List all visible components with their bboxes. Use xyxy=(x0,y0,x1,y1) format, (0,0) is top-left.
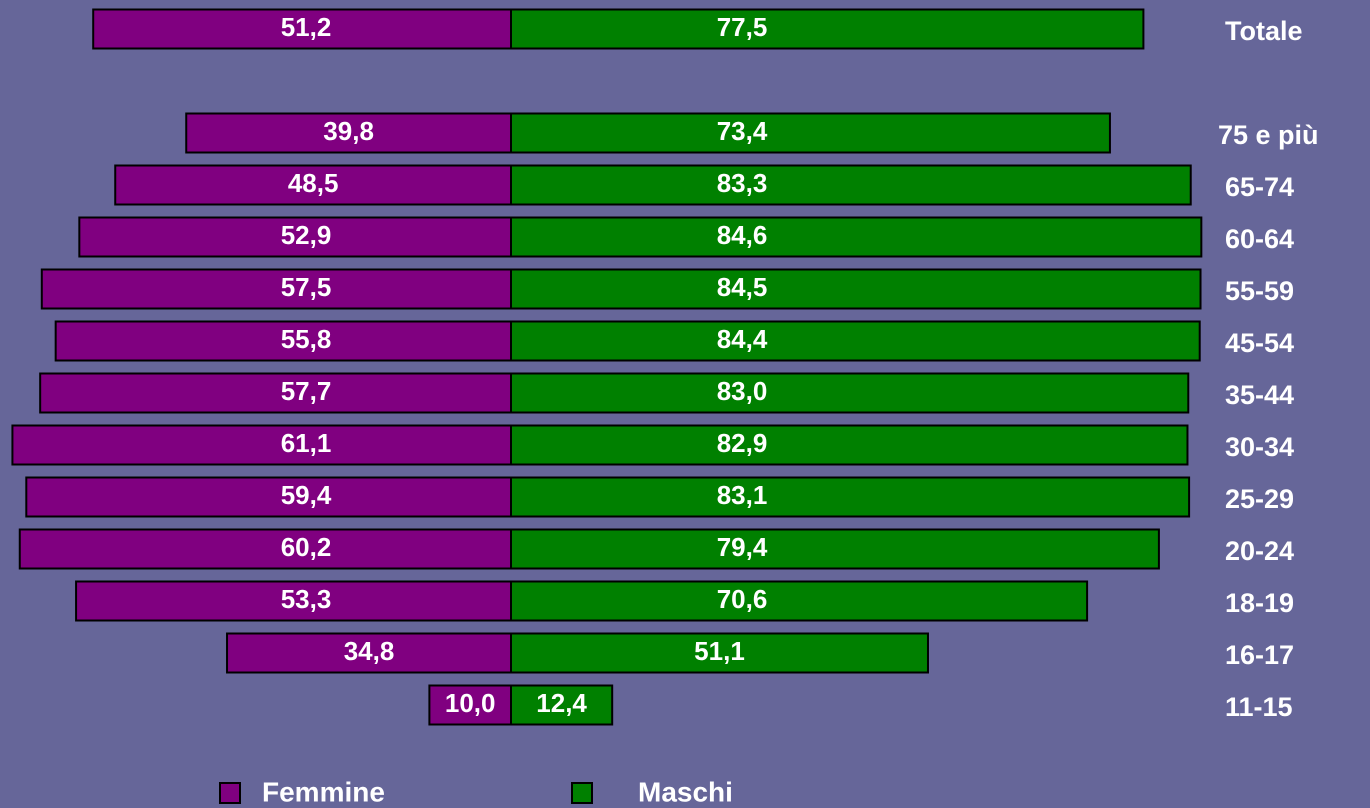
value-label: 60,2 xyxy=(281,532,332,562)
value-label: 70,6 xyxy=(717,584,768,614)
bar xyxy=(11,424,512,466)
category-label: 16-17 xyxy=(1225,640,1294,670)
bar xyxy=(510,580,1089,622)
bar xyxy=(114,164,513,206)
bar xyxy=(510,476,1191,518)
value-label: 57,5 xyxy=(281,272,332,302)
value-label: 84,4 xyxy=(717,324,768,354)
bar xyxy=(18,528,512,570)
bar xyxy=(510,164,1192,206)
value-label: 48,5 xyxy=(288,168,339,198)
category-label: 18-19 xyxy=(1225,588,1294,618)
value-label: 51,2 xyxy=(281,12,332,42)
bar xyxy=(510,112,1111,154)
bar xyxy=(510,528,1160,570)
value-label: 52,9 xyxy=(281,220,332,250)
legend-label: Maschi xyxy=(638,776,733,807)
value-label: 83,0 xyxy=(717,376,768,406)
value-label: 83,3 xyxy=(717,168,768,198)
bar xyxy=(75,580,513,622)
legend-label: Femmine xyxy=(262,776,385,807)
value-label: 12,4 xyxy=(536,688,587,718)
bar xyxy=(25,476,513,518)
value-label: 57,7 xyxy=(281,376,332,406)
category-label: 25-29 xyxy=(1225,484,1294,514)
value-label: 84,6 xyxy=(717,220,768,250)
value-label: 82,9 xyxy=(717,428,768,458)
bar xyxy=(510,268,1202,310)
bar xyxy=(510,632,929,674)
value-label: 53,3 xyxy=(281,584,332,614)
value-label: 83,1 xyxy=(717,480,768,510)
category-label: 20-24 xyxy=(1225,536,1294,566)
bar xyxy=(39,372,512,414)
value-label: 39,8 xyxy=(323,116,374,146)
category-label: 45-54 xyxy=(1225,328,1294,358)
bar xyxy=(510,320,1201,362)
value-label: 51,1 xyxy=(694,636,745,666)
value-label: 79,4 xyxy=(717,532,768,562)
value-label: 59,4 xyxy=(281,480,332,510)
bar xyxy=(428,684,512,726)
category-label: 65-74 xyxy=(1225,172,1294,202)
value-label: 73,4 xyxy=(717,116,768,146)
category-label: 55-59 xyxy=(1225,276,1294,306)
bar xyxy=(510,8,1145,50)
bar xyxy=(510,216,1203,258)
bar xyxy=(510,684,614,726)
bar xyxy=(226,632,512,674)
legend-swatch xyxy=(219,782,241,804)
bar xyxy=(40,268,513,310)
legend-swatch xyxy=(571,782,593,804)
bar xyxy=(54,320,513,362)
value-label: 84,5 xyxy=(717,272,768,302)
value-label: 34,8 xyxy=(344,636,395,666)
category-label: 60-64 xyxy=(1225,224,1294,254)
bar xyxy=(92,8,512,50)
value-label: 61,1 xyxy=(281,428,332,458)
value-label: 10,0 xyxy=(445,688,496,718)
bar xyxy=(510,372,1190,414)
value-label: 55,8 xyxy=(281,324,332,354)
bar xyxy=(185,112,512,154)
value-label: 77,5 xyxy=(717,12,768,42)
bar xyxy=(510,424,1189,466)
category-label: 75 e più xyxy=(1218,120,1319,150)
category-label: Totale xyxy=(1225,16,1303,46)
category-label: 30-34 xyxy=(1225,432,1294,462)
category-label: 11-15 xyxy=(1225,692,1293,722)
category-label: 35-44 xyxy=(1225,380,1294,410)
